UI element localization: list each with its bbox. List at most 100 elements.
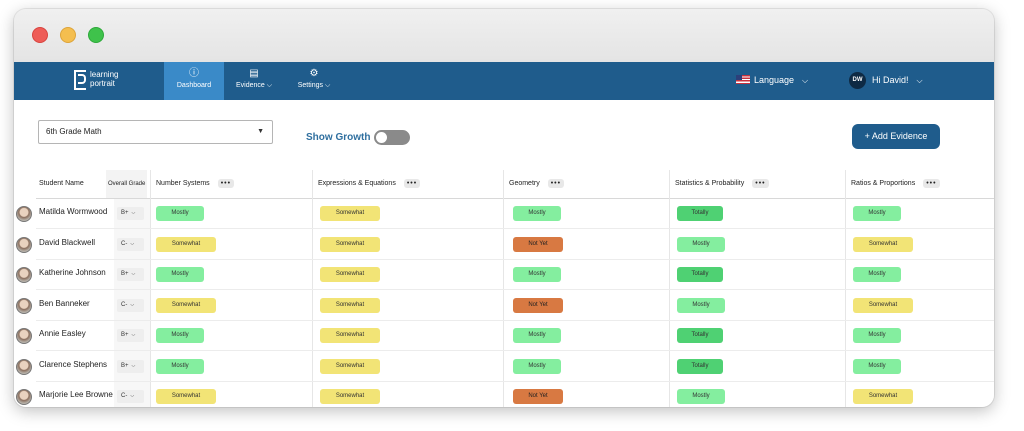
column-header[interactable]: Statistics & Probability •••	[675, 170, 769, 198]
overall-grade-select[interactable]: B+ ⌵	[117, 329, 144, 342]
row-divider	[36, 228, 994, 229]
add-evidence-button[interactable]: + Add Evidence	[852, 124, 940, 149]
row-divider	[36, 319, 994, 321]
mastery-badge[interactable]: Mostly	[156, 328, 204, 343]
mastery-badge[interactable]: Mostly	[156, 206, 204, 221]
show-growth-label: Show Growth	[306, 132, 371, 143]
info-icon: ⓘ	[189, 68, 199, 79]
table-row[interactable]: Marjorie Lee Browne C- ⌵ Somewhat Somewhat No…	[14, 382, 994, 407]
more-options-icon[interactable]: •••	[752, 178, 769, 188]
mastery-badge[interactable]: Somewhat	[320, 206, 380, 221]
zoom-window-button[interactable]	[88, 27, 104, 43]
mastery-badge[interactable]: Somewhat	[320, 267, 380, 282]
mastery-badge[interactable]: Mostly	[853, 328, 901, 343]
close-window-button[interactable]	[32, 27, 48, 43]
mastery-badge[interactable]: Mostly	[513, 328, 561, 343]
mastery-badge[interactable]: Mostly	[677, 297, 725, 313]
column-header-label: Statistics & Probability	[675, 180, 745, 187]
overall-grade-value: C-	[121, 301, 128, 308]
mastery-badge[interactable]: Somewhat	[320, 358, 380, 374]
mastery-badge[interactable]: Mostly	[677, 236, 725, 252]
overall-grade-select[interactable]: B+ ⌵	[117, 207, 144, 220]
chevron-down-icon: ⌵	[130, 240, 135, 247]
student-name[interactable]: Marjorie Lee Browne	[39, 390, 113, 399]
more-options-icon[interactable]: •••	[547, 178, 565, 188]
mastery-badge[interactable]: Mostly	[513, 358, 561, 374]
learning-portrait-logo[interactable]: learning portrait	[74, 68, 144, 94]
row-divider	[36, 258, 994, 260]
mastery-badge[interactable]: Somewhat	[853, 297, 913, 313]
table-row[interactable]: Clarence Stephens B+ ⌵ Mostly Somewhat Mostly…	[14, 352, 994, 382]
student-name[interactable]: David Blackwell	[39, 237, 96, 247]
column-separator	[503, 170, 504, 407]
table-row[interactable]: David Blackwell C- ⌵ Somewhat Somewhat Not Ye…	[14, 230, 994, 260]
overall-grade-select[interactable]: B+ ⌵	[117, 359, 144, 373]
mastery-badge[interactable]: Totally	[677, 267, 723, 282]
more-options-icon[interactable]: •••	[217, 178, 235, 188]
mastery-badge[interactable]: Not Yet	[513, 297, 563, 313]
overall-grade-select[interactable]: B+ ⌵	[117, 268, 144, 281]
overall-grade-select[interactable]: C- ⌵	[117, 237, 144, 251]
mastery-badge[interactable]: Totally	[677, 328, 723, 343]
column-separator	[312, 170, 313, 407]
chevron-down-icon: ⌵	[131, 210, 136, 216]
more-options-icon[interactable]: •••	[923, 178, 940, 188]
mastery-badge[interactable]: Somewhat	[320, 297, 380, 313]
column-header[interactable]: Number Systems •••	[156, 170, 235, 198]
mastery-badge[interactable]: Mostly	[513, 206, 561, 221]
tab-evidence[interactable]: ▤ Evidence ⌵	[224, 62, 284, 100]
student-name[interactable]: Ben Banneker	[39, 298, 90, 308]
mastery-badge[interactable]: Somewhat	[320, 328, 380, 343]
mastery-badge[interactable]: Somewhat	[156, 236, 216, 252]
overall-grade-header: Overall Grade	[106, 170, 148, 198]
user-avatar: DW	[849, 72, 866, 89]
row-divider	[36, 380, 994, 382]
mastery-badge[interactable]: Not Yet	[513, 389, 563, 404]
mastery-badge[interactable]: Somewhat	[320, 389, 380, 404]
language-selector[interactable]: Language ⌵	[736, 75, 808, 86]
tab-dashboard[interactable]: ⓘ Dashboard	[164, 62, 224, 100]
mastery-badge[interactable]: Mostly	[156, 358, 204, 374]
student-name[interactable]: Matilda Wormwood	[39, 207, 108, 216]
mastery-badge[interactable]: Totally	[677, 358, 723, 374]
chevron-down-icon: ⌵	[130, 393, 135, 399]
mastery-badge[interactable]: Mostly	[513, 267, 561, 282]
mastery-badge[interactable]: Not Yet	[513, 236, 563, 252]
user-menu[interactable]: DW Hi David! ⌵	[849, 72, 923, 89]
mastery-badge[interactable]: Mostly	[853, 267, 901, 282]
column-header[interactable]: Expressions & Equations •••	[318, 170, 421, 198]
mastery-badge[interactable]: Mostly	[853, 358, 901, 374]
mastery-badge[interactable]: Somewhat	[853, 389, 913, 404]
column-header[interactable]: Geometry •••	[509, 170, 565, 198]
table-row[interactable]: Ben Banneker C- ⌵ Somewhat Somewhat Not Yet Mo…	[14, 291, 994, 321]
app-window: learning portrait ⓘ Dashboard ▤ Evidence…	[14, 9, 994, 407]
minimize-window-button[interactable]	[60, 27, 76, 43]
student-name[interactable]: Annie Easley	[39, 329, 86, 338]
mastery-badge[interactable]: Somewhat	[320, 236, 380, 252]
mastery-badge[interactable]: Mostly	[853, 206, 901, 221]
mastery-badge[interactable]: Somewhat	[156, 389, 216, 404]
table-row[interactable]: Matilda Wormwood B+ ⌵ Mostly Somewhat Mostly T…	[14, 199, 994, 229]
overall-grade-select[interactable]: C- ⌵	[117, 298, 144, 312]
column-header[interactable]: Ratios & Proportions •••	[851, 170, 940, 198]
tab-evidence-label: Evidence ⌵	[235, 82, 273, 89]
tab-settings[interactable]: ⚙ Settings ⌵	[284, 62, 344, 100]
mastery-badge[interactable]: Mostly	[156, 267, 204, 282]
show-growth-toggle[interactable]	[374, 130, 410, 145]
more-options-icon[interactable]: •••	[403, 178, 421, 188]
overall-grade-select[interactable]: C- ⌵	[117, 390, 144, 403]
table-row[interactable]: Annie Easley B+ ⌵ Mostly Somewhat Mostly Total…	[14, 321, 994, 351]
class-select[interactable]: 6th Grade Math ▼	[38, 120, 273, 144]
mastery-badge[interactable]: Totally	[677, 206, 723, 221]
student-avatar	[16, 297, 32, 314]
table-row[interactable]: Katherine Johnson B+ ⌵ Mostly Somewhat Mostly…	[14, 260, 994, 290]
student-name[interactable]: Clarence Stephens	[39, 359, 108, 369]
student-name[interactable]: Katherine Johnson	[39, 268, 106, 277]
mastery-badge[interactable]: Mostly	[677, 389, 725, 404]
student-name-header: Student Name	[39, 180, 84, 187]
header-divider	[36, 198, 994, 199]
mastery-badge[interactable]: Somewhat	[853, 236, 913, 252]
mastery-badge[interactable]: Somewhat	[156, 297, 216, 313]
student-avatar	[16, 358, 32, 375]
tab-dashboard-label: Dashboard	[176, 82, 212, 89]
